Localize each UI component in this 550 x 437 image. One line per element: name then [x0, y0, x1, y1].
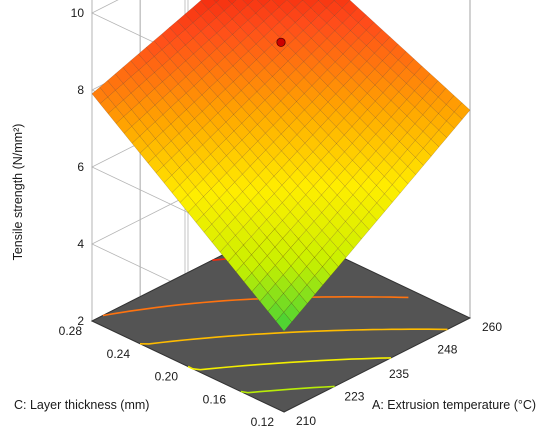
surface-cell: [381, 36, 399, 53]
y-axis-title: C: Layer thickness (mm): [14, 398, 149, 412]
x-tick-label: 235: [389, 367, 409, 381]
x-tick-label: 248: [437, 343, 457, 357]
x-tick-label: 260: [482, 320, 502, 334]
y-tick-label: 0.20: [155, 370, 179, 384]
surface-cell: [333, 0, 336, 1]
surface-cell: [349, 7, 367, 24]
surface-cell: [231, 0, 249, 13]
surface-cell: [333, 0, 351, 9]
surface-cell: [453, 102, 471, 120]
surface-cell: [429, 80, 447, 98]
surface-cell: [357, 14, 375, 31]
z-tick-label: 10: [71, 6, 85, 20]
y-tick-label: 0.16: [203, 392, 227, 406]
surface-cell: [302, 0, 319, 9]
surface-cell: [437, 87, 455, 105]
surface-cell: [365, 21, 383, 38]
surface-cell: [445, 95, 463, 113]
z-axis-title: Tensile strength (N/mm²): [11, 124, 25, 261]
surface-cell: [256, 0, 271, 7]
x-tick-label: 210: [296, 414, 316, 428]
z-tick-label: 4: [77, 237, 84, 251]
y-tick-label: 0.24: [107, 347, 131, 361]
x-tick-label: 223: [344, 390, 364, 404]
surface-cell: [397, 51, 415, 68]
x-axis-title: A: Extrusion temperature (°C): [372, 398, 536, 412]
surface-cell: [341, 0, 359, 16]
contour-line: [139, 328, 448, 345]
surface-cell: [413, 65, 431, 83]
z-tick-label: 8: [77, 83, 84, 97]
y-tick-label: 0.28: [59, 324, 83, 338]
surface-cell: [200, 0, 217, 10]
surface-cell: [389, 43, 407, 61]
surface-cell: [278, 0, 296, 16]
axis-ticks: 246810122102232352482600.120.160.200.240…: [59, 6, 503, 429]
y-tick-label: 0.12: [251, 415, 275, 429]
surface-cell: [215, 0, 233, 12]
surface-cell: [271, 0, 288, 8]
surface-cell: [227, 0, 237, 5]
design-point: [276, 37, 286, 47]
surface-cell: [405, 58, 423, 76]
z-tick-label: 2: [77, 314, 84, 328]
z-tick-label: 6: [77, 160, 84, 174]
surface-cell: [213, 0, 220, 3]
contour-line: [187, 357, 392, 371]
contour-line: [240, 385, 335, 394]
surface-cell: [286, 0, 304, 8]
surface-cell: [263, 0, 280, 15]
surface-cell: [318, 0, 335, 9]
response-surface: [91, 0, 471, 332]
surface-cell: [373, 29, 391, 46]
surface-cell: [421, 73, 439, 90]
